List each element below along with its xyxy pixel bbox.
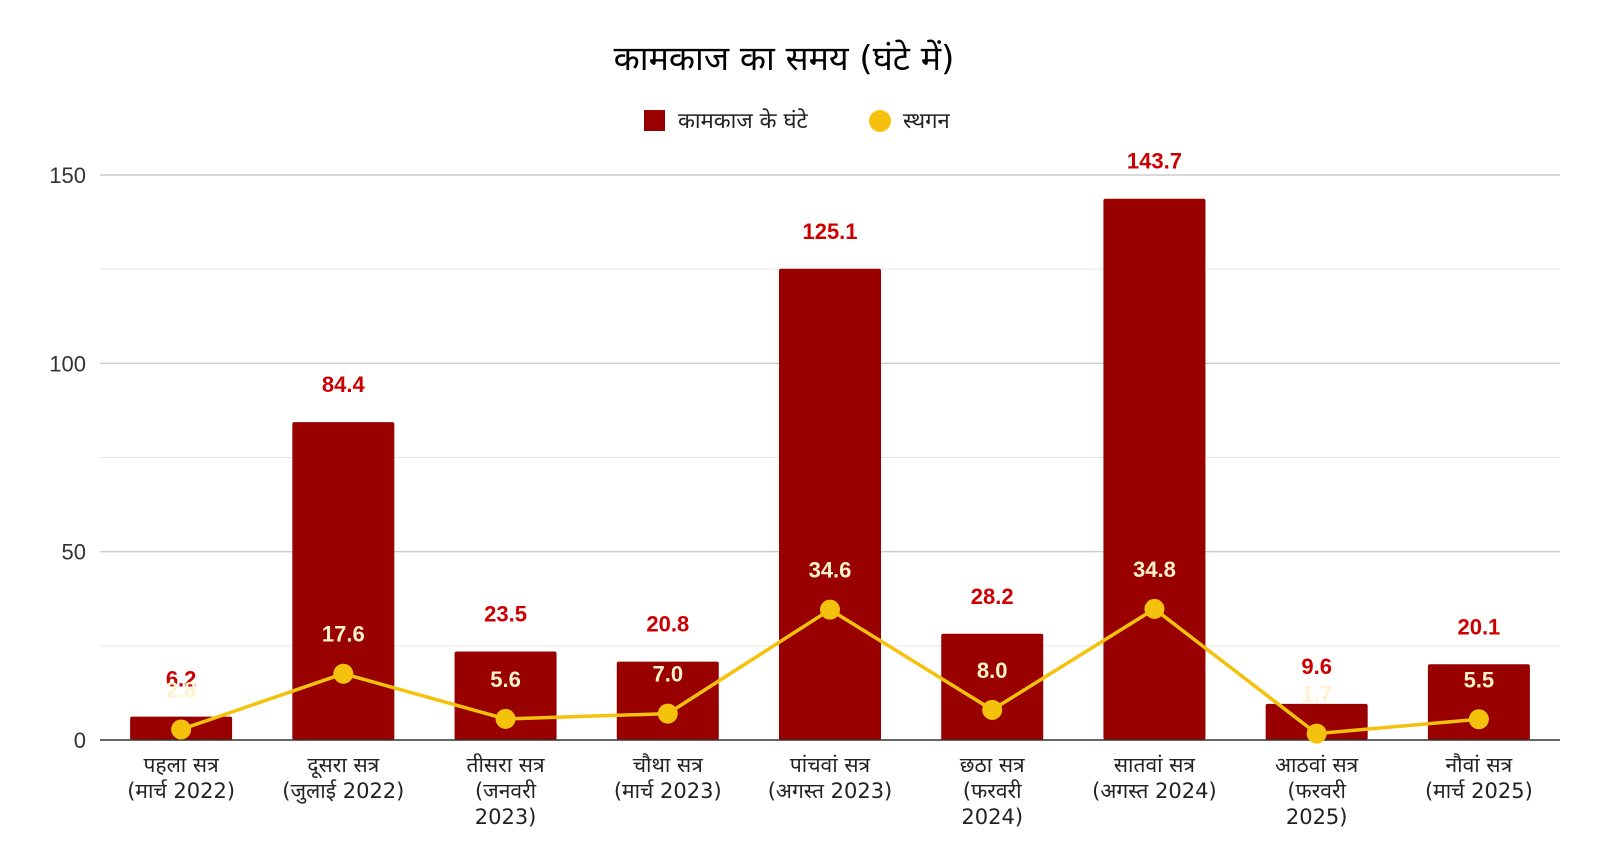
legend-label-line: स्थगन [903, 109, 951, 134]
x-category-label: पहला सत्र (मार्च 2022) [127, 753, 235, 803]
y-tick-label: 150 [49, 163, 86, 188]
x-category-label: आठवां सत्र (फरवरी 2025) [1275, 753, 1359, 829]
bar [941, 633, 1044, 740]
line-point [495, 708, 516, 729]
bar-data-label: 143.7 [1127, 149, 1182, 174]
chart-title: कामकाज का समय (घंटे में) [614, 39, 955, 79]
legend-swatch-bar [644, 110, 665, 131]
x-category-label: तीसरा सत्र (जनवरी 2023) [467, 753, 546, 829]
line-point [1306, 723, 1327, 744]
line-data-label: 34.6 [809, 558, 852, 583]
line-data-label: 2.8 [166, 677, 197, 702]
bar [616, 661, 719, 740]
line-point [1468, 709, 1489, 730]
bar-data-label: 125.1 [802, 219, 857, 244]
line-point [333, 663, 354, 684]
bar [1103, 198, 1206, 741]
bar-data-label: 20.1 [1457, 614, 1500, 639]
y-axis-ticks: 0 50 100 150 [49, 163, 86, 753]
x-category-label: नौवां सत्र (मार्च 2025) [1425, 753, 1533, 803]
x-category-label: पांचवां सत्र (अगस्त 2023) [768, 753, 893, 803]
x-axis-categories: पहला सत्र (मार्च 2022) दूसरा सत्र (जुलाई 20… [127, 753, 1533, 829]
line-data-label: 1.7 [1301, 682, 1332, 707]
bar-data-label: 6.2 [166, 667, 197, 692]
bar-data-label: 84.4 [322, 372, 366, 397]
line-data-label: 8.0 [977, 658, 1008, 683]
bar-data-label: 20.8 [646, 612, 689, 637]
x-category-label: छठा सत्र (फरवरी 2024) [960, 753, 1025, 829]
line-data-label: 5.6 [490, 667, 521, 692]
line-point [1144, 598, 1165, 619]
line-data-label: 7.0 [652, 662, 683, 687]
x-category-label: चौथा सत्र (मार्च 2023) [614, 753, 722, 803]
bar-data-label: 9.6 [1301, 654, 1332, 679]
line-point [171, 719, 192, 740]
line-point [657, 703, 678, 724]
bar [779, 268, 881, 740]
bar [292, 422, 395, 740]
x-category-label: सातवां सत्र (अगस्त 2024) [1092, 753, 1217, 803]
bar-data-label: 23.5 [484, 601, 527, 626]
line-point [982, 699, 1003, 720]
y-tick-label: 50 [62, 540, 86, 565]
line-data-label: 5.5 [1464, 667, 1495, 692]
line-point [820, 599, 840, 620]
bar-series [130, 198, 1530, 741]
y-tick-label: 0 [74, 728, 86, 753]
legend-label-bar: कामकाज के घंटे [678, 108, 809, 134]
x-category-label: दूसरा सत्र (जुलाई 2022) [282, 753, 404, 804]
y-tick-label: 100 [49, 351, 86, 376]
line-data-labels: 2.8 17.6 5.6 7.0 34.6 8.0 34.8 1.7 5.5 [166, 557, 1494, 707]
legend: कामकाज के घंटे स्थगन [644, 108, 951, 134]
bar-data-label: 28.2 [971, 584, 1014, 609]
legend-swatch-line [869, 110, 891, 132]
bar-data-labels: 6.2 84.4 23.5 20.8 125.1 28.2 143.7 9.6 20.1 [166, 149, 1500, 692]
line-data-label: 34.8 [1133, 557, 1176, 582]
line-data-label: 17.6 [322, 622, 365, 647]
line-series [171, 598, 1489, 744]
